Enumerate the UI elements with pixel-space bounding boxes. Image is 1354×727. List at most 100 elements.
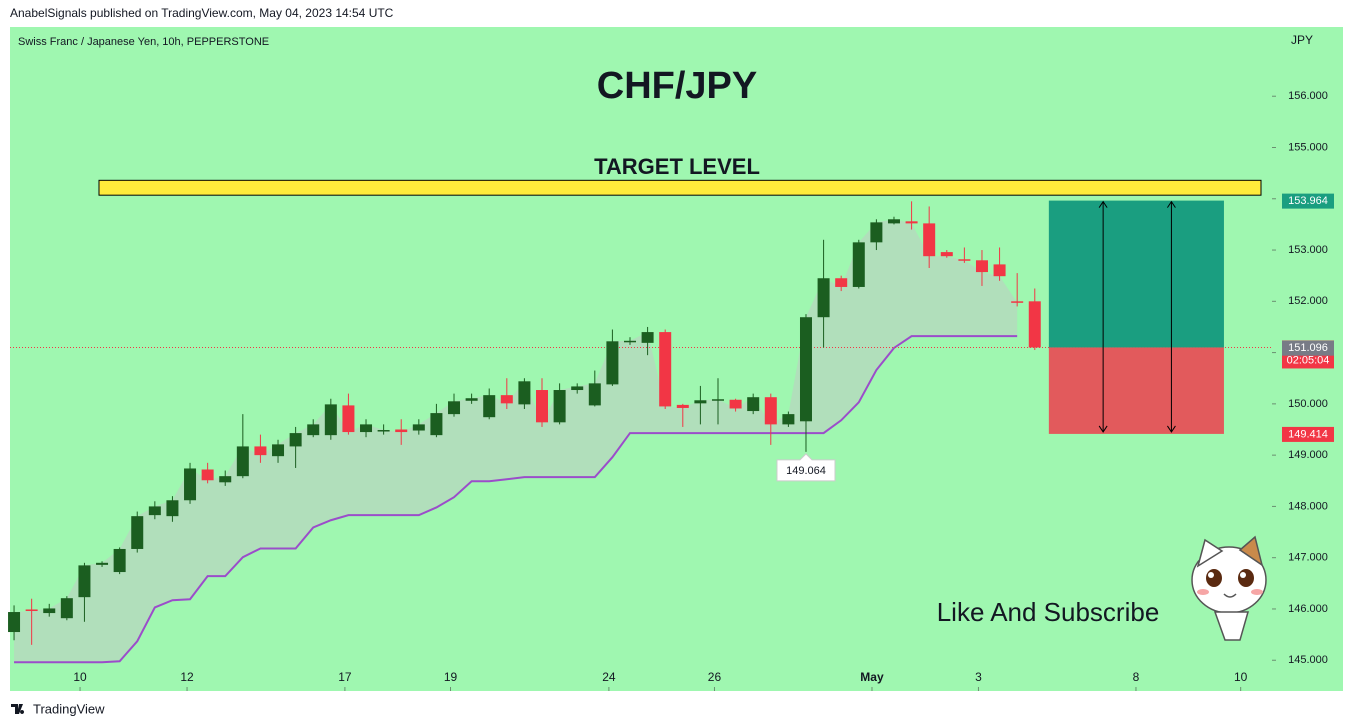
target-price-tag: 153.964 [1288,195,1328,207]
candle-body [571,386,584,391]
target-band [98,179,1262,196]
cloud [14,219,1018,663]
candle-body [307,424,320,436]
x-tick-label: 3 [975,670,982,684]
candle-body [1011,301,1024,303]
candle-body [588,383,601,406]
candle-body [852,242,865,287]
candle-body [659,332,672,407]
candle-body [887,219,900,224]
candle-body [641,332,654,343]
candle-body [1028,301,1041,348]
low-annotation: 149.064 [786,465,826,477]
profit-zone [1048,200,1224,348]
candle-body [799,317,812,422]
currency-label: JPY [1291,33,1313,47]
arrow-head [1167,200,1176,433]
publisher-line: AnabelSignals published on TradingView.c… [10,6,394,20]
candle-body [711,399,724,401]
stop-price-tag-bg [1282,426,1334,442]
candle-body [184,468,197,501]
y-tick-label: 155.000 [1288,141,1328,153]
plot: 145.000 146.000 147.000 148.000 149.000 150.0… [8,90,1334,691]
candle-body [518,381,531,405]
x-tick-label: 10 [73,670,87,684]
symbol-description: Swiss Franc / Japanese Yen, 10h, PEPPERS… [18,36,269,48]
candle-body [131,516,144,549]
cat-sticker [1191,535,1267,641]
target-label: TARGET LEVEL [594,154,760,179]
x-tick-label: 19 [444,670,458,684]
candle-body [940,252,953,257]
loss-zone [1048,347,1224,434]
candle-body [500,395,513,404]
candle-body [113,548,126,573]
arrow-head [1098,200,1108,433]
candle-body [430,413,443,436]
y-tick-label: 147.000 [1288,552,1328,564]
bid-price-tag-bg [1282,340,1334,356]
y-tick-label: 150.000 [1288,398,1328,410]
candle-body [166,500,179,517]
target-price-tag-bg [1282,193,1334,209]
candle-body [272,444,285,457]
candle-body [412,424,425,431]
note-text: Like And Subscribe [937,597,1160,627]
candle-body [782,414,795,425]
candle-body [536,390,549,423]
candle-body [96,562,109,565]
candle-body [905,221,918,224]
chart-title: CHF/JPY [597,65,757,107]
candle-body [43,608,56,614]
candle-body [360,424,373,433]
candle-body [342,405,355,433]
trail-line [14,335,1018,664]
candle-body [289,433,302,447]
candle-body [219,476,232,483]
candle-body [870,222,883,243]
y-tick-label: 145.000 [1288,654,1328,666]
candle-body [148,506,161,516]
x-tick-label: 26 [708,670,722,684]
candle-body [747,397,760,412]
y-tick-label: 148.000 [1288,500,1328,512]
candle-body [483,395,496,418]
y-tick-label: 146.000 [1288,603,1328,615]
candle-body [975,260,988,273]
candle-body [606,341,619,385]
candle-body [624,340,637,343]
candle-body [377,430,390,432]
x-tick-label: 17 [338,670,352,684]
candle-body [764,397,777,425]
candle-body [8,612,21,633]
bid-price-tag: 151.096 [1288,342,1328,354]
candle-body [465,398,478,401]
candle-body [395,429,408,433]
x-tick-label: 10 [1234,670,1248,684]
y-tick-label: 149.000 [1288,449,1328,461]
candle-body [254,446,267,456]
candle-body [923,223,936,257]
candle-body [993,264,1006,277]
low-annotation-box [776,453,836,482]
x-tick-label: 24 [602,670,616,684]
x-tick-label: May [860,670,884,684]
candle-body [694,400,707,404]
countdown: 02:05:04 [1287,354,1330,366]
candle-body [324,404,337,436]
x-tick-label: 12 [180,670,194,684]
stop-price-tag: 149.414 [1288,428,1328,440]
candle-body [25,609,38,612]
candle-body [78,565,91,598]
candle-body [835,278,848,287]
candle-body [201,469,214,481]
y-tick-label: 153.000 [1288,244,1328,256]
candle-body [676,404,689,408]
tradingview-logo [11,704,25,714]
x-tick-label: 8 [1133,670,1140,684]
candle-body [236,446,249,477]
y-tick-label: 152.000 [1288,295,1328,307]
candle-body [817,278,830,318]
candle-body [448,401,461,415]
